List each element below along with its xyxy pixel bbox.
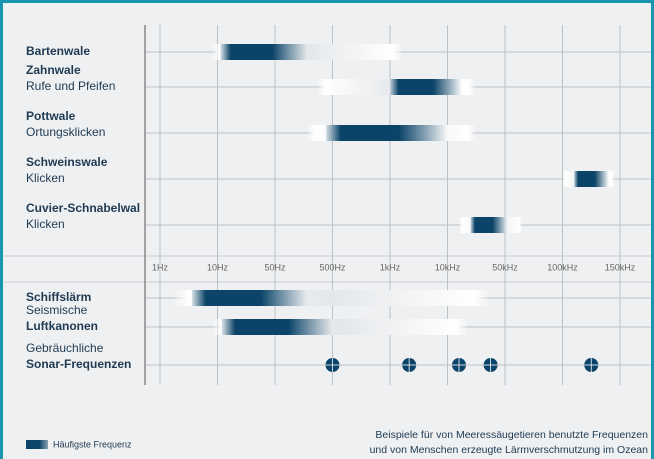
peak-bar xyxy=(574,171,609,187)
legend-swatch xyxy=(26,440,48,449)
x-tick-label: 150kHz xyxy=(605,262,636,272)
x-tick-label: 1Hz xyxy=(152,262,169,272)
caption: und von Menschen erzeugte Lärmverschmutz… xyxy=(370,444,649,456)
row-label: Klicken xyxy=(26,217,65,231)
row-label: Sonar-Frequenzen xyxy=(26,357,131,371)
row-label: Bartenwale xyxy=(26,44,90,58)
row-label: Ortungsklicken xyxy=(26,125,105,139)
peak-bar xyxy=(470,217,508,233)
peak-bar xyxy=(220,44,307,60)
x-tick-label: 100kHz xyxy=(547,262,578,272)
legend-label: Häufigste Frequenz xyxy=(53,439,132,449)
peak-bar xyxy=(326,125,448,141)
row-label: Rufe und Pfeifen xyxy=(26,79,115,93)
row-label: Klicken xyxy=(26,171,65,185)
x-tick-label: 50kHz xyxy=(492,262,518,272)
x-tick-label: 10Hz xyxy=(207,262,229,272)
row-label: Luftkanonen xyxy=(26,319,98,333)
caption: Beispiele für von Meeressäugetieren benu… xyxy=(375,429,648,441)
row-label: Seismische xyxy=(26,303,88,317)
row-label: Pottwale xyxy=(26,109,76,123)
x-tick-label: 10kHz xyxy=(435,262,461,272)
row-label: Schiffslärm xyxy=(26,290,91,304)
x-tick-label: 1kHz xyxy=(380,262,401,272)
row-label: Schweinswale xyxy=(26,155,108,169)
row-label: Cuvier-Schnabelwal xyxy=(26,201,140,215)
peak-bar xyxy=(191,290,307,306)
row-label: Zahnwale xyxy=(26,63,81,77)
x-tick-label: 500Hz xyxy=(319,262,346,272)
peak-bar xyxy=(390,79,462,95)
row-label: Gebräuchliche xyxy=(26,341,104,355)
peak-bar xyxy=(221,319,333,335)
x-tick-label: 50Hz xyxy=(264,262,286,272)
